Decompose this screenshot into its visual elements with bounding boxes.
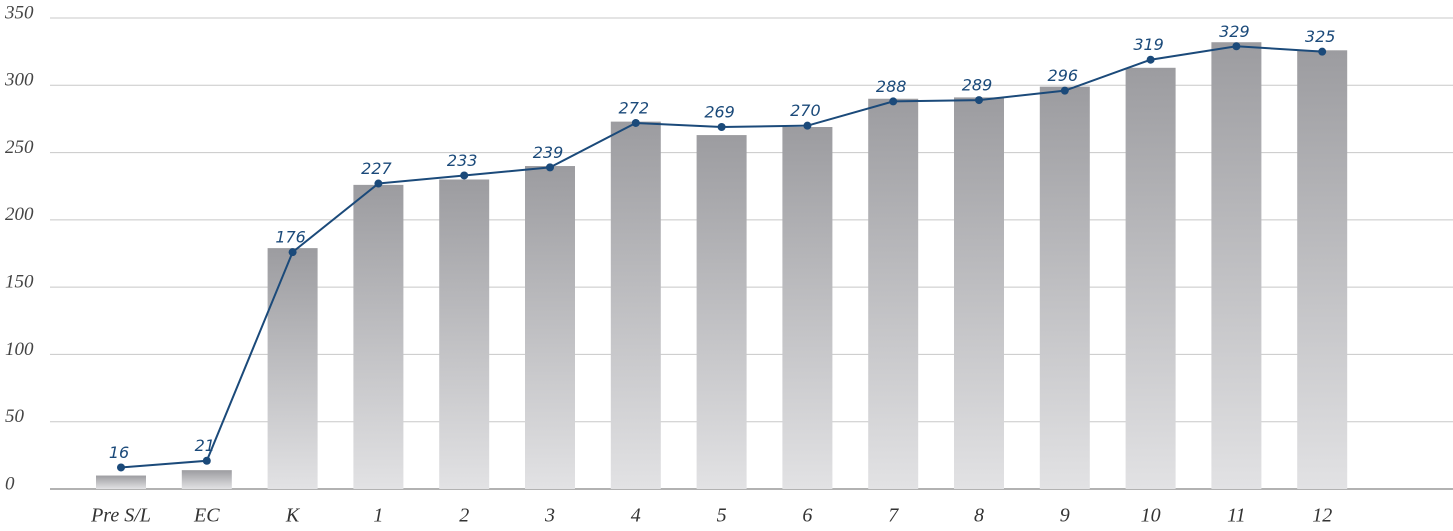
x-tick-label: 2	[459, 505, 469, 527]
line-point	[1232, 42, 1241, 51]
value-label: 270	[790, 101, 821, 120]
value-label: 329	[1219, 22, 1250, 41]
line-point	[288, 248, 297, 257]
line-point	[117, 463, 125, 472]
value-label: 272	[619, 98, 650, 117]
bar	[696, 135, 747, 489]
value-label: 227	[361, 159, 392, 178]
value-label: 233	[447, 151, 478, 170]
value-label: 288	[876, 77, 907, 96]
x-tick-label: 10	[1141, 505, 1161, 527]
bar	[525, 166, 575, 489]
x-tick-label: EC	[193, 505, 220, 527]
x-tick-label: 6	[802, 505, 812, 527]
bar	[1039, 86, 1090, 489]
bar	[1211, 42, 1262, 489]
bar	[610, 121, 661, 490]
bar	[782, 127, 833, 489]
bar	[868, 98, 919, 489]
y-tick-label: 350	[4, 2, 34, 23]
line-point	[1146, 55, 1155, 64]
x-tick-label: 3	[544, 505, 555, 527]
line-point	[546, 163, 554, 172]
y-tick-label: 300	[4, 70, 34, 91]
x-tick-label: K	[285, 505, 301, 527]
value-label: 21	[195, 436, 215, 455]
bar	[439, 179, 490, 489]
value-label: 176	[275, 228, 306, 247]
bar	[1125, 67, 1176, 489]
value-label: 325	[1305, 27, 1336, 46]
line-point	[631, 118, 640, 127]
line-point	[803, 121, 812, 130]
y-tick-label: 200	[5, 204, 34, 225]
x-tick-label: 7	[888, 505, 899, 527]
line-point	[202, 456, 211, 465]
line-point	[889, 97, 898, 106]
bar	[181, 470, 232, 489]
value-label: 16	[109, 443, 129, 462]
bar	[1297, 50, 1348, 489]
bar	[353, 184, 404, 489]
line-point	[717, 123, 726, 132]
line-point	[460, 171, 469, 180]
line-point	[374, 179, 383, 188]
x-tick-label: 12	[1312, 505, 1332, 527]
y-tick-label: 250	[5, 137, 34, 158]
y-tick-label: 0	[5, 473, 15, 494]
value-label: 269	[704, 103, 735, 122]
y-tick-label: 100	[5, 339, 34, 360]
y-tick-label: 50	[5, 406, 25, 427]
value-label: 239	[533, 143, 564, 162]
x-tick-label: 11	[1227, 505, 1246, 527]
x-tick-label: 4	[631, 505, 641, 527]
bar	[96, 475, 146, 489]
x-tick-label: 8	[974, 505, 984, 527]
x-tick-label: 9	[1060, 505, 1070, 527]
line-point	[1060, 86, 1069, 95]
x-tick-label: Pre S/L	[90, 505, 151, 527]
line-point	[1318, 47, 1327, 56]
y-tick-label: 150	[5, 272, 34, 293]
value-label: 319	[1133, 35, 1164, 54]
value-label: 289	[962, 76, 993, 95]
bar	[267, 248, 318, 489]
value-label: 296	[1048, 66, 1079, 85]
x-tick-label: 1	[373, 505, 383, 527]
line-point	[975, 96, 983, 105]
bar	[954, 97, 1004, 489]
x-tick-label: 5	[717, 505, 727, 527]
